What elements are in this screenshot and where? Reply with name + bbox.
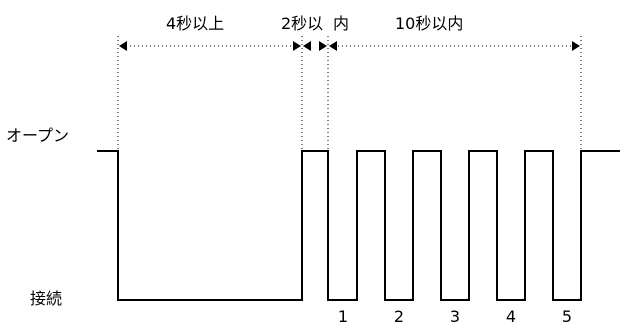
label-within-2s: 2秒以	[281, 14, 323, 33]
state-label-open: オープン	[6, 126, 69, 145]
arrow-10s-left	[329, 41, 337, 51]
arrow-4s-left	[119, 41, 127, 51]
label-4s-or-more: 4秒以上	[166, 14, 224, 33]
signal-waveform	[97, 150, 620, 301]
guide-lines	[117, 36, 582, 300]
pulse-number-1: 1	[338, 307, 348, 325]
arrow-2s-right	[319, 41, 327, 51]
state-label-connected: 接続	[30, 289, 62, 308]
pulse-number-5: 5	[562, 307, 572, 325]
label-within-2s-suffix: 内	[333, 14, 349, 33]
pulse-number-4: 4	[506, 307, 516, 325]
pulse-number-3: 3	[450, 307, 460, 325]
arrowheads	[119, 41, 580, 51]
arrow-2s-left	[303, 41, 311, 51]
pulse-number-2: 2	[394, 307, 404, 325]
arrow-10s-right	[572, 41, 580, 51]
arrow-4s-right	[293, 41, 301, 51]
label-within-10s: 10秒以内	[395, 14, 463, 33]
